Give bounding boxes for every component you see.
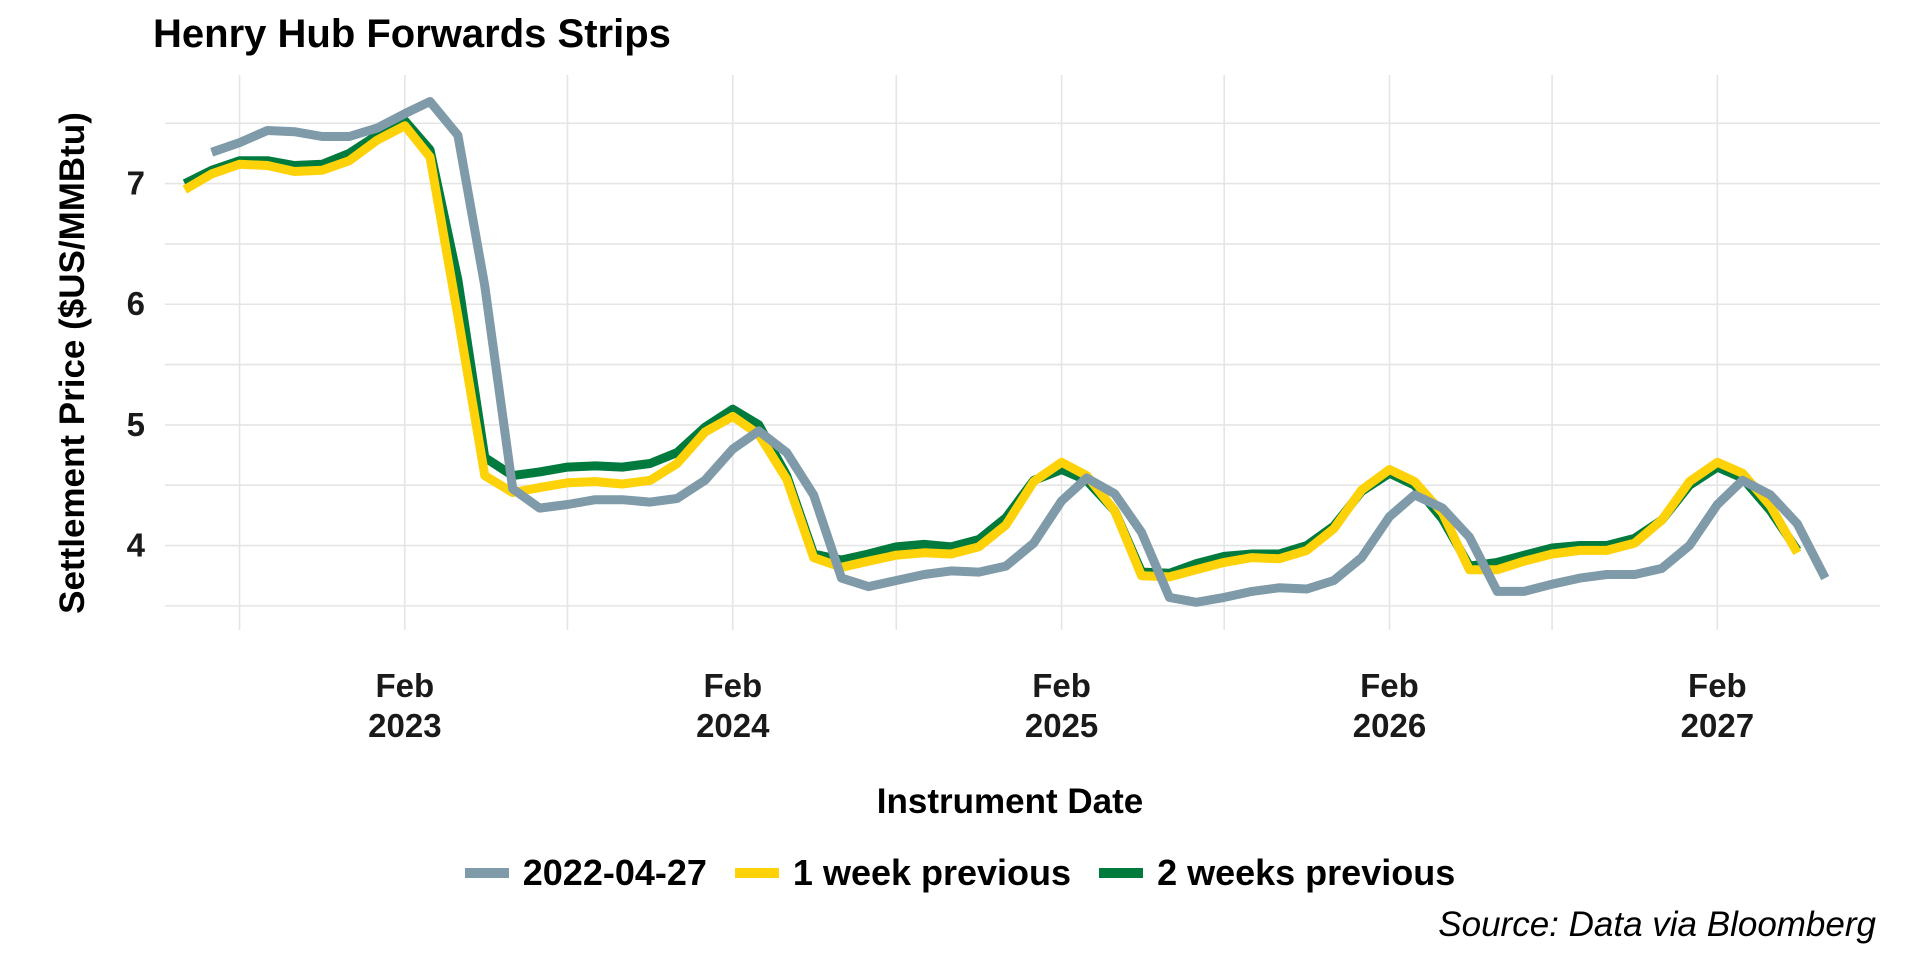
x-tick-label: Feb 2024: [696, 667, 770, 744]
legend-label: 1 week previous: [792, 852, 1072, 893]
source-caption: Source: Data via Bloomberg: [1438, 905, 1876, 944]
y-axis-ticks: 4 5 6 7: [127, 165, 146, 564]
gridlines: [165, 75, 1880, 630]
x-axis-ticks: Feb 2023 Feb 2024 Feb 2025 Feb 2026 Feb 2027: [368, 667, 1754, 744]
legend-item: 2022-04-27: [464, 852, 707, 894]
y-axis-title: Settlement Price ($US/MMBtu): [53, 112, 92, 614]
legend-label: 2022-04-27: [522, 852, 707, 893]
series-line-3: [182, 116, 1802, 578]
legend-key: [734, 868, 779, 878]
legend-key: [464, 868, 509, 878]
legend-label: 2 weeks previous: [1157, 852, 1456, 893]
x-tick-label: Feb 2023: [368, 667, 441, 744]
legend-item: 2 weeks previous: [1099, 852, 1455, 894]
chart-title: Henry Hub Forwards Strips: [153, 12, 671, 56]
y-tick-label: 5: [127, 406, 145, 443]
x-tick-label: Feb 2025: [1025, 667, 1098, 744]
legend-key: [1099, 868, 1144, 878]
series-line-2: [182, 121, 1802, 582]
series-line-1: [210, 97, 1830, 607]
x-axis-title: Instrument Date: [877, 782, 1143, 821]
x-tick-label: Feb 2027: [1681, 667, 1754, 744]
series-lines: [182, 97, 1830, 607]
y-tick-label: 7: [127, 165, 145, 202]
legend-item: 1 week previous: [734, 852, 1072, 894]
y-tick-label: 6: [127, 285, 145, 322]
x-tick-label: Feb 2026: [1353, 667, 1426, 744]
legend: 2022-04-27 1 week previous 2 weeks previou…: [0, 852, 1920, 894]
y-tick-label: 4: [127, 527, 146, 564]
